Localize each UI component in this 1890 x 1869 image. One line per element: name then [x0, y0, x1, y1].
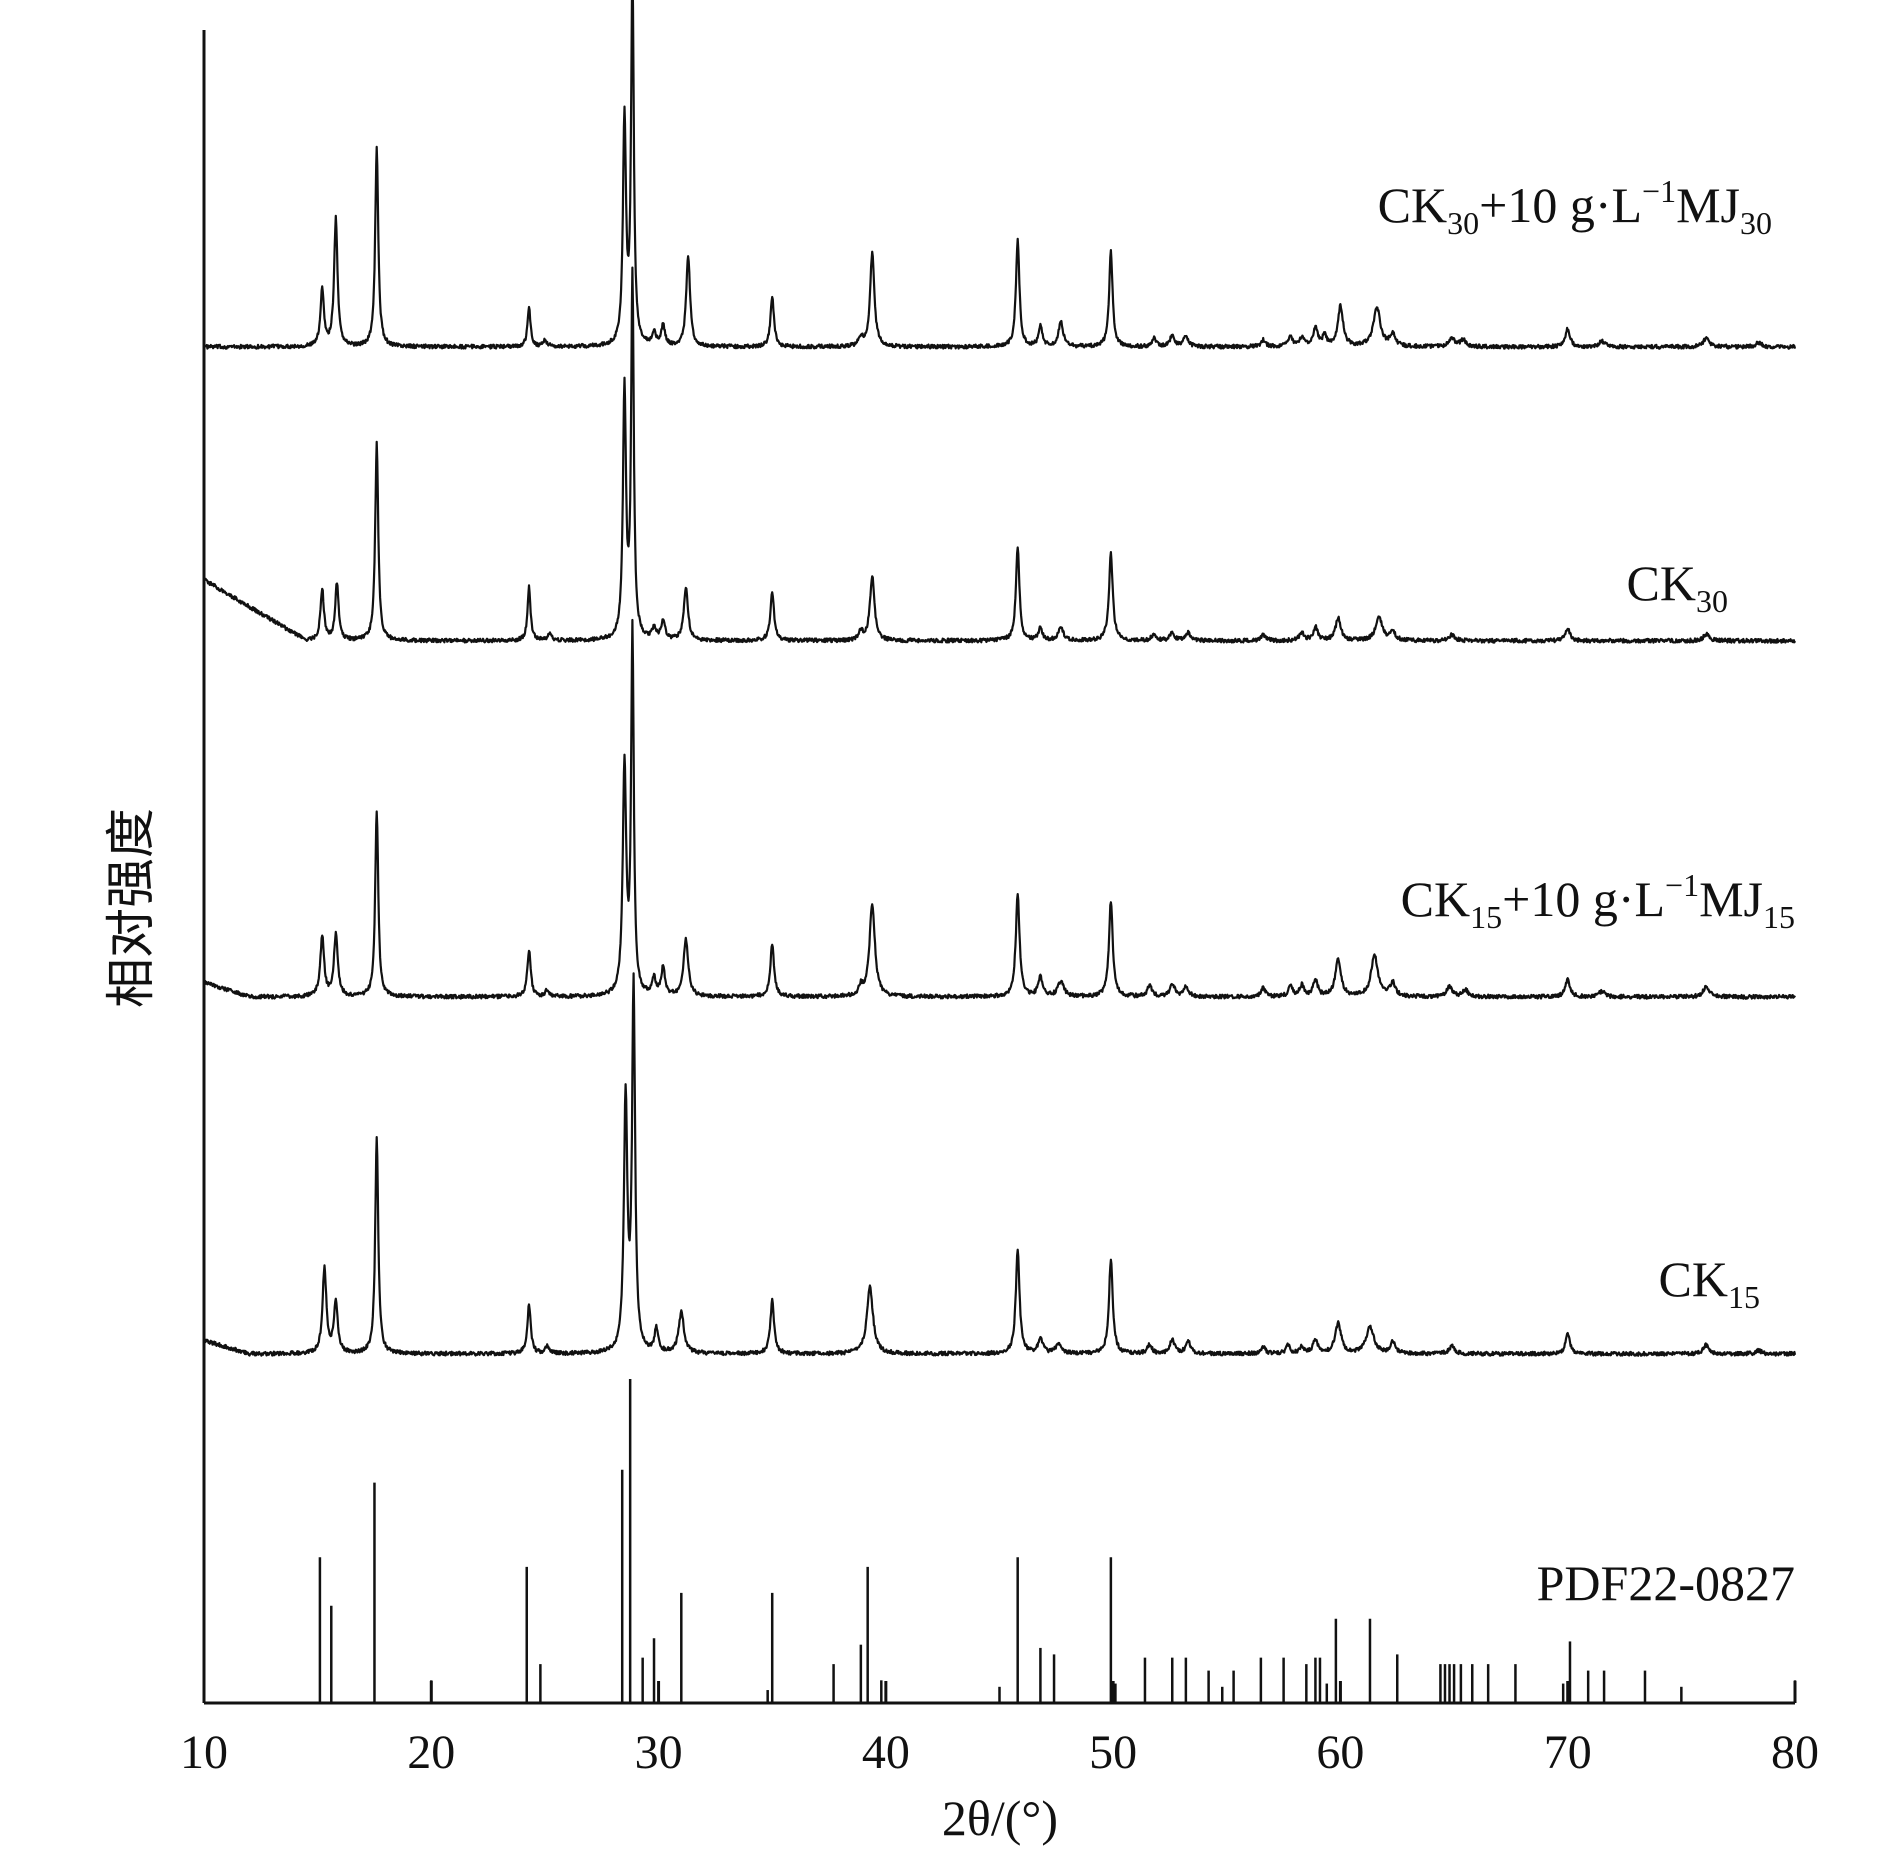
x-tick-label: 20 [407, 1726, 455, 1779]
x-tick-label: 10 [180, 1726, 228, 1779]
x-tick-label: 80 [1771, 1726, 1819, 1779]
y-axis-title: 相对强度 [103, 808, 159, 1008]
x-tick-label: 30 [635, 1726, 683, 1779]
x-tick-label: 40 [862, 1726, 910, 1779]
reference-label: PDF22-0827 [1537, 1555, 1795, 1611]
x-tick-label: 70 [1544, 1726, 1592, 1779]
series-label: CK30 [1627, 555, 1728, 619]
series-line [202, 0, 1797, 350]
series-label: CK15+10 g·L−1MJ15 [1401, 867, 1795, 935]
series-label: CK30+10 g·L−1MJ30 [1378, 173, 1772, 241]
x-tick-label: 60 [1316, 1726, 1364, 1779]
series-line [202, 972, 1797, 1357]
series-label: CK15 [1659, 1251, 1760, 1315]
series-line [202, 618, 1796, 1000]
x-tick-label: 50 [1089, 1726, 1137, 1779]
x-ticks: 10 20 30 40 50 60 70 80 [180, 1681, 1819, 1779]
series-labels: CK30+10 g·L−1MJ30 CK30 CK15+10 g·L−1MJ15 CK… [1378, 173, 1795, 1611]
axes [202, 30, 1795, 1705]
series-line [202, 266, 1796, 644]
plot-area [202, 0, 1797, 1703]
x-axis-title: 2θ/(°) [942, 1790, 1058, 1846]
